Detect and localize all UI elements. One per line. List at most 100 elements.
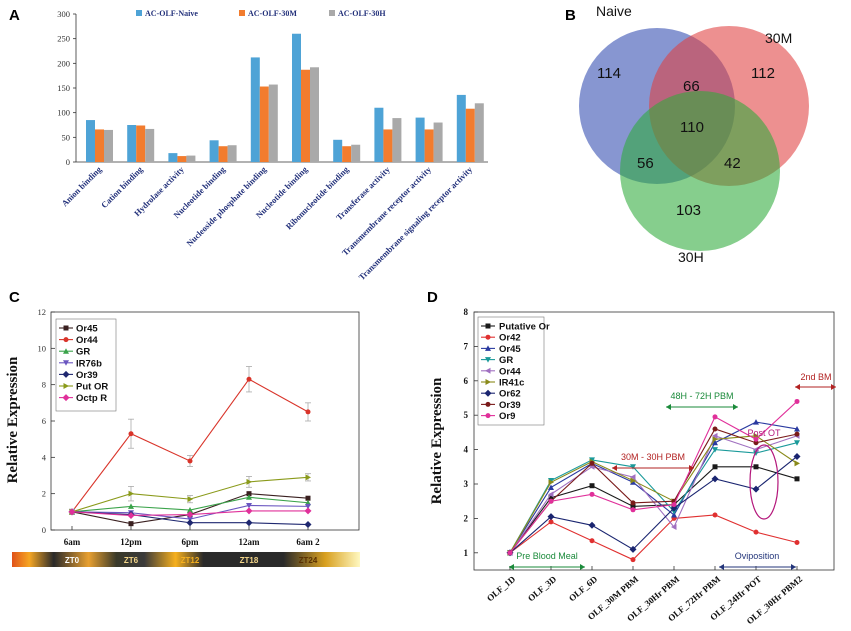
data-point xyxy=(712,426,718,432)
data-point xyxy=(548,484,554,490)
data-point xyxy=(246,478,252,485)
arrow-30m-30h-head-right xyxy=(689,465,694,471)
legend-marker xyxy=(485,345,491,351)
annotation-48h-72h: 48H - 72H PBM xyxy=(670,391,733,401)
data-point xyxy=(547,513,555,521)
data-point xyxy=(630,464,636,470)
data-point xyxy=(305,474,311,481)
data-point xyxy=(548,491,554,498)
legend-swatch-naive xyxy=(136,10,142,16)
bar-ac-olf-30m-5 xyxy=(301,69,310,162)
data-point xyxy=(187,458,193,464)
panel-a-legend: AC-OLF-Naive AC-OLF-30M AC-OLF-30H xyxy=(136,9,386,18)
data-point xyxy=(305,499,311,506)
annotation-pre-blood-meal: Pre Blood Meal xyxy=(516,551,578,561)
panel-a-bar-chart: AC-OLF-Naive AC-OLF-30M AC-OLF-30H 0 50 10… xyxy=(57,9,488,282)
panel-d-plot-frame xyxy=(473,311,835,571)
data-point xyxy=(589,483,595,489)
data-point xyxy=(246,494,252,500)
data-point xyxy=(794,425,800,432)
venn-label-30m: 30M xyxy=(765,30,792,46)
arrow-pre-blood-meal-head-right xyxy=(580,564,585,570)
x-tick-label: 12am xyxy=(239,537,261,547)
legend-label: IR76b xyxy=(76,358,102,369)
bar-ac-olf-30m-1 xyxy=(136,125,146,162)
bar-ac-olf-naive-4 xyxy=(250,57,260,163)
legend-marker xyxy=(63,360,69,366)
bar-ac-olf-30m-3 xyxy=(218,146,228,162)
y-tick-label: 200 xyxy=(57,58,70,68)
legend-label: Octp R xyxy=(76,393,107,404)
venn-count-naive-30h: 56 xyxy=(637,155,654,172)
legend-label: Or9 xyxy=(499,411,515,422)
zt-label: ZT6 xyxy=(124,556,139,565)
data-point xyxy=(304,521,312,529)
arrow-pre-blood-meal-head-left xyxy=(509,564,514,570)
data-point xyxy=(753,529,759,535)
bar-ac-olf-naive-5 xyxy=(292,33,301,162)
legend-marker xyxy=(485,401,491,407)
arrow-2nd-bm-head-right xyxy=(831,384,836,390)
y-tick-label: 0 xyxy=(42,525,46,535)
data-point xyxy=(712,447,718,453)
venn-count-30m-only: 112 xyxy=(751,65,775,82)
bar-ac-olf-30h-8 xyxy=(433,122,443,162)
x-tick-label: OLF_1D xyxy=(485,574,518,604)
data-point xyxy=(548,495,554,501)
legend-swatch-30h xyxy=(329,10,335,16)
series-line xyxy=(509,514,798,561)
legend-marker xyxy=(62,370,70,378)
bar-ac-olf-naive-9 xyxy=(456,94,466,162)
y-tick-label: 50 xyxy=(62,132,71,142)
panel-label-d: D xyxy=(427,289,438,306)
data-point xyxy=(186,511,194,519)
arrow-oviposition-head-left xyxy=(719,564,724,570)
y-tick-label: 100 xyxy=(57,108,70,118)
data-point xyxy=(245,519,253,527)
bar-ac-olf-naive-2 xyxy=(168,153,178,162)
y-tick-label: 10 xyxy=(38,343,47,353)
annotation-oviposition: Oviposition xyxy=(735,551,780,561)
data-point xyxy=(588,521,596,529)
arrow-48h-72h-head-right xyxy=(733,404,738,410)
arrow-30m-30h-head-left xyxy=(612,465,617,471)
ellipse-post-ot xyxy=(749,444,779,520)
data-point xyxy=(246,491,252,497)
x-tick-label: OLF_3D xyxy=(526,574,559,604)
data-point xyxy=(246,376,252,382)
x-tick-label: 6pm xyxy=(181,537,199,547)
bar-ac-olf-30h-2 xyxy=(186,155,196,162)
bar-ac-olf-30h-7 xyxy=(392,118,402,162)
y-tick-label: 300 xyxy=(57,9,70,19)
data-point xyxy=(548,519,554,525)
data-point xyxy=(630,507,636,513)
zt-label: ZT18 xyxy=(240,556,259,565)
legend-label: GR xyxy=(76,347,90,358)
venn-count-naive-only: 114 xyxy=(597,65,621,82)
panel-b-venn: Naive 30M 30H 114 66 112 110 56 42 103 xyxy=(579,3,809,265)
legend-marker xyxy=(485,367,491,374)
bar-ac-olf-30h-9 xyxy=(474,103,484,162)
venn-label-30h: 30H xyxy=(678,249,704,265)
legend-marker xyxy=(63,348,69,354)
y-tick-label: 3 xyxy=(464,479,469,489)
y-tick-label: 0 xyxy=(66,157,70,167)
category-label: Anion binding xyxy=(59,164,104,209)
legend-marker xyxy=(485,413,491,419)
data-point xyxy=(186,519,194,527)
data-point xyxy=(671,502,677,508)
y-tick-label: 250 xyxy=(57,34,70,44)
data-point xyxy=(630,474,636,481)
bar-ac-olf-naive-7 xyxy=(374,107,384,162)
y-tick-label: 8 xyxy=(42,380,46,390)
data-point xyxy=(794,539,800,545)
y-tick-label: 4 xyxy=(464,445,469,455)
bar-ac-olf-30h-0 xyxy=(104,129,113,162)
y-tick-label: 5 xyxy=(464,410,469,420)
data-point xyxy=(630,557,636,563)
zt-timeline-bar xyxy=(12,552,360,567)
data-point xyxy=(187,507,193,513)
series-line xyxy=(509,435,798,554)
